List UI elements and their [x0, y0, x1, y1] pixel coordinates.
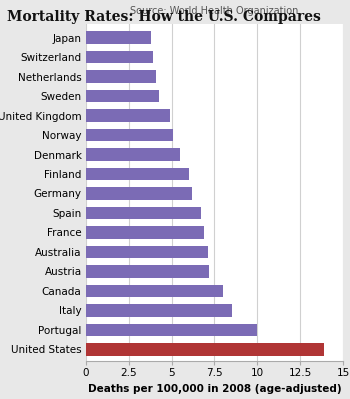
Bar: [86, 324, 257, 336]
Bar: [86, 70, 156, 83]
Bar: [86, 51, 153, 63]
Bar: [86, 90, 160, 103]
Bar: [86, 148, 180, 161]
Bar: [86, 129, 173, 141]
Bar: [86, 304, 232, 317]
Bar: [86, 265, 209, 278]
Text: Source: World Health Organization: Source: World Health Organization: [130, 6, 299, 16]
Bar: [86, 246, 208, 258]
Bar: [86, 284, 223, 297]
Bar: [86, 109, 170, 122]
Bar: [86, 31, 151, 44]
Bar: [86, 207, 201, 219]
Bar: [86, 343, 324, 356]
Bar: [86, 187, 192, 200]
X-axis label: Deaths per 100,000 in 2008 (age-adjusted): Deaths per 100,000 in 2008 (age-adjusted…: [88, 383, 341, 393]
Text: Mortality Rates: How the U.S. Compares: Mortality Rates: How the U.S. Compares: [7, 10, 321, 24]
Bar: [86, 168, 189, 180]
Bar: [86, 226, 204, 239]
